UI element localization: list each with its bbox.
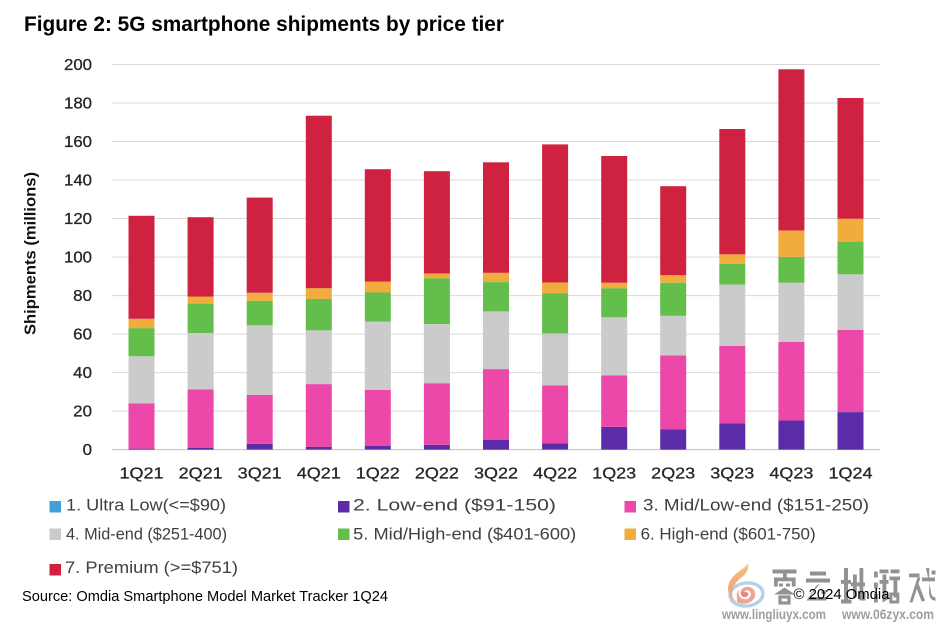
svg-text:1Q23: 1Q23 [592, 466, 636, 483]
svg-text:1Q22: 1Q22 [356, 466, 400, 483]
svg-text:140: 140 [64, 173, 92, 190]
svg-text:4Q23: 4Q23 [769, 466, 813, 483]
svg-text:0: 0 [83, 442, 93, 459]
svg-text:3Q21: 3Q21 [238, 466, 282, 483]
svg-text:60: 60 [73, 327, 92, 344]
svg-text:© 2024 Omdia: © 2024 Omdia [794, 586, 891, 603]
svg-text:2Q21: 2Q21 [179, 466, 223, 483]
svg-text:2. Low-end ($91-150): 2. Low-end ($91-150) [353, 496, 556, 515]
svg-text:www.lingliuyx.com: www.lingliuyx.com [721, 607, 826, 622]
svg-text:4Q21: 4Q21 [297, 466, 341, 483]
svg-text:180: 180 [64, 96, 92, 113]
svg-text:1. Ultra Low(<=$90): 1. Ultra Low(<=$90) [66, 496, 226, 515]
svg-text:3Q22: 3Q22 [474, 466, 518, 483]
svg-text:2Q23: 2Q23 [651, 466, 695, 483]
svg-text:20: 20 [73, 404, 92, 421]
svg-text:40: 40 [73, 365, 92, 382]
svg-text:www.06zyx.com: www.06zyx.com [841, 607, 934, 622]
svg-text:100: 100 [64, 250, 92, 267]
svg-text:5. Mid/High-end ($401-600): 5. Mid/High-end ($401-600) [353, 525, 576, 544]
svg-text:4Q22: 4Q22 [533, 466, 577, 483]
svg-text:160: 160 [64, 134, 92, 151]
svg-text:1Q24: 1Q24 [829, 466, 873, 483]
svg-text:7. Premium (>=$751): 7. Premium (>=$751) [65, 558, 238, 577]
svg-text:80: 80 [73, 288, 92, 305]
svg-text:1Q21: 1Q21 [120, 466, 164, 483]
svg-text:6. High-end ($601-750): 6. High-end ($601-750) [641, 525, 816, 544]
svg-text:Figure 2: 5G smartphone shipme: Figure 2: 5G smartphone shipments by pri… [24, 13, 504, 36]
svg-text:Source: Omdia Smartphone Model: Source: Omdia Smartphone Model Market Tr… [22, 588, 388, 605]
svg-text:2Q22: 2Q22 [415, 466, 459, 483]
svg-text:3. Mid/Low-end ($151-250): 3. Mid/Low-end ($151-250) [643, 496, 869, 515]
svg-text:200: 200 [64, 57, 92, 74]
svg-text:Shipments (millions): Shipments (millions) [23, 172, 40, 335]
svg-text:3Q23: 3Q23 [710, 466, 754, 483]
svg-text:120: 120 [64, 211, 92, 228]
svg-text:4. Mid-end ($251-400): 4. Mid-end ($251-400) [66, 525, 227, 544]
